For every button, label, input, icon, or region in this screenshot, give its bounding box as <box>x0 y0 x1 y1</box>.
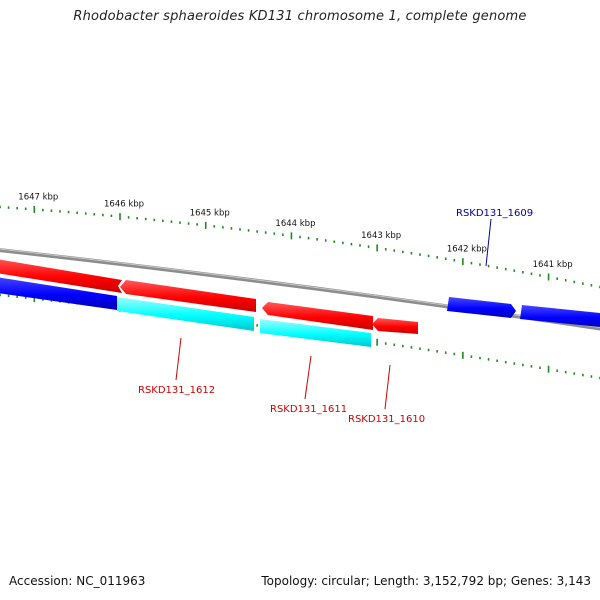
scale-label-1642-kbp: 1642 kbp <box>447 245 487 255</box>
accession-label: Accession: NC_011963 <box>9 574 146 588</box>
cds-forward-1612[interactable] <box>120 280 256 312</box>
cds-forward-1610[interactable] <box>372 318 418 334</box>
leader-line-1609 <box>485 218 492 267</box>
cds-reverse-1611[interactable] <box>260 319 371 347</box>
cds-forward-1613[interactable] <box>0 258 122 293</box>
scale-label-1643-kbp: 1643 kbp <box>361 231 401 241</box>
chromosome-backbone <box>0 248 600 331</box>
scale-label-1647-kbp: 1647 kbp <box>18 192 58 202</box>
cds-reverse-1614[interactable] <box>0 276 117 310</box>
scale-label-1644-kbp: 1644 kbp <box>275 219 315 229</box>
gene-label-rskd131-1610[interactable]: RSKD131_1610 <box>348 414 425 425</box>
leader-line-1611 <box>304 355 312 400</box>
gene-label-rskd131-1609[interactable]: RSKD131_1609 <box>456 208 533 219</box>
leader-line-1610 <box>384 364 391 410</box>
map-title: Rhodobacter sphaeroides KD131 chromosome… <box>73 9 527 24</box>
leader-line-1612 <box>175 337 182 381</box>
scale-label-1645-kbp: 1645 kbp <box>190 208 230 218</box>
outer-scale-ruler: 1647 kbp 1646 kbp 1645 kbp 1644 kbp 1643 kbp… <box>0 192 600 289</box>
scale-label-1646-kbp: 1646 kbp <box>104 200 144 210</box>
gene-label-rskd131-1611[interactable]: RSKD131_1611 <box>270 404 347 415</box>
chromosome-backbone-highlight <box>0 248 600 329</box>
cds-reverse-1613[interactable] <box>117 297 254 331</box>
cds-forward-1611[interactable] <box>262 302 373 330</box>
cds-reverse-1609[interactable] <box>447 297 516 318</box>
genome-summary: Topology: circular; Length: 3,152,792 bp… <box>261 574 591 588</box>
gene-label-rskd131-1612[interactable]: RSKD131_1612 <box>138 385 215 396</box>
cds-reverse-1608[interactable] <box>520 305 600 328</box>
scale-label-1641-kbp: 1641 kbp <box>533 260 573 270</box>
